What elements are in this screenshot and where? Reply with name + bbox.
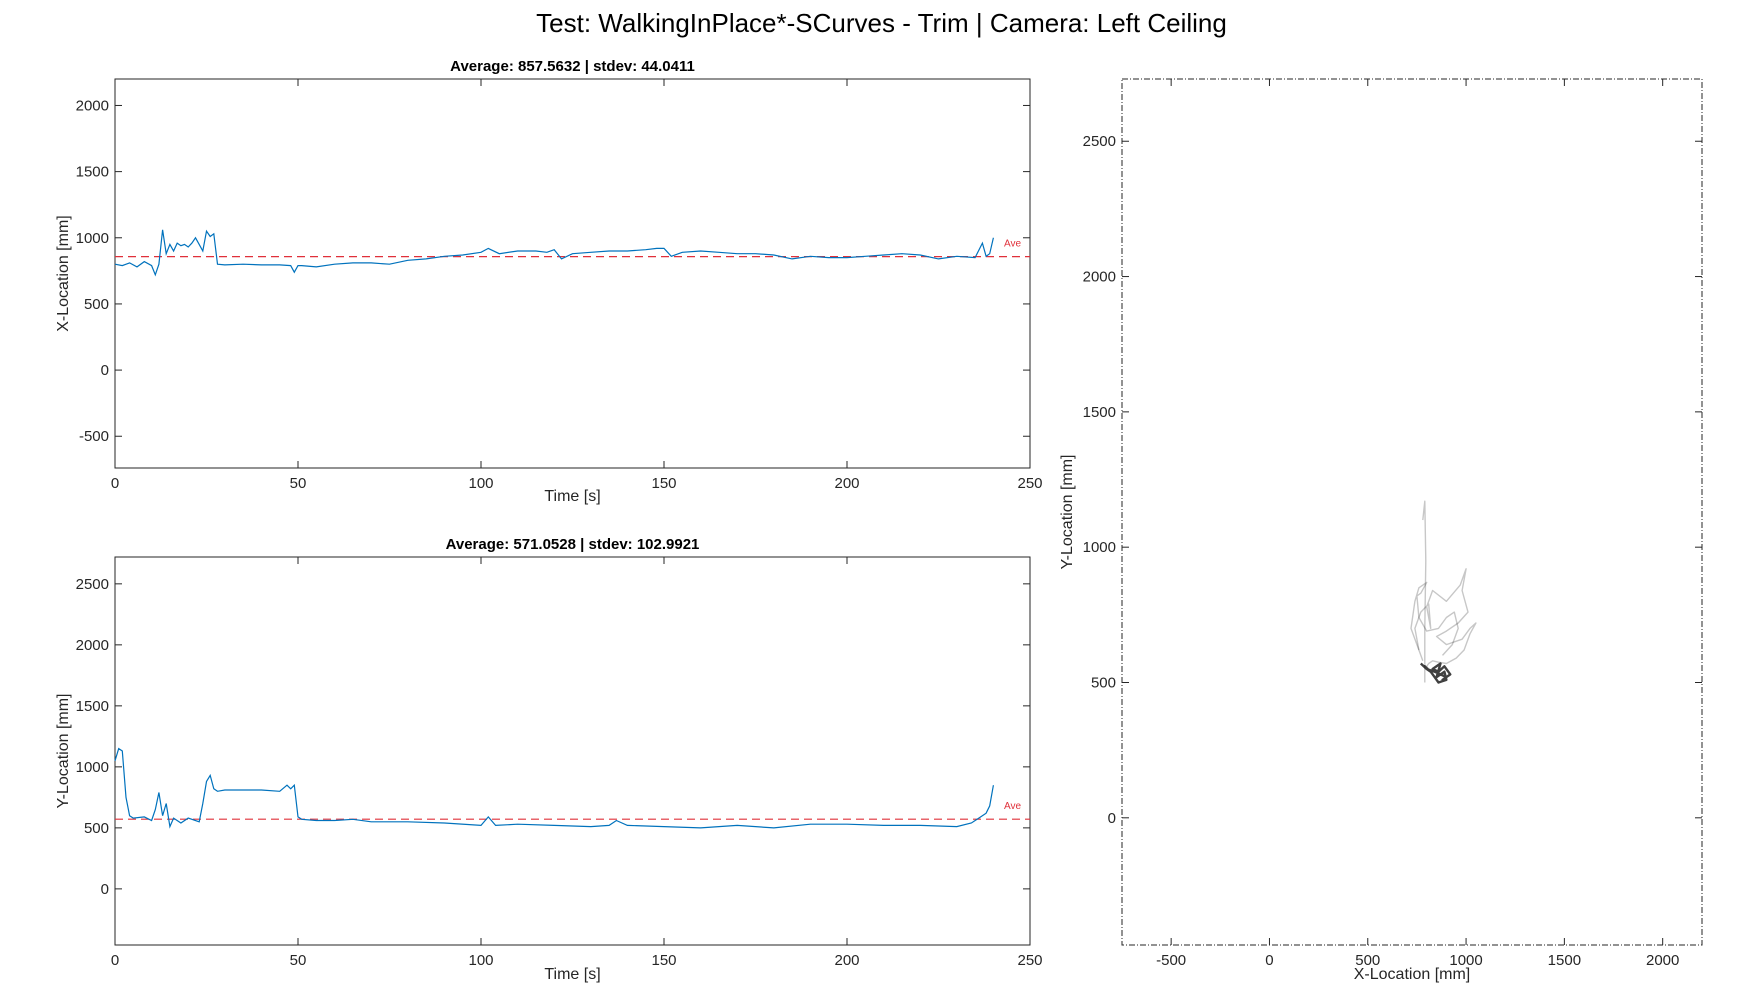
y-tick-label: 1000 bbox=[76, 230, 109, 247]
y-tick-label: 500 bbox=[1091, 674, 1116, 691]
y-tick-label: 500 bbox=[84, 820, 109, 837]
y-tick-label: 0 bbox=[101, 881, 109, 898]
trajectory-path bbox=[1410, 581, 1459, 656]
plot-area bbox=[114, 556, 1031, 946]
x-tick-label: -500 bbox=[1156, 952, 1186, 969]
x-tick-label: 200 bbox=[834, 952, 859, 969]
x-axis-label: Time [s] bbox=[544, 966, 600, 983]
plot-y-time: 0 50 100 150 200 25005001000150020002500Avera… bbox=[55, 536, 1043, 983]
average-label: Ave bbox=[1004, 801, 1021, 812]
y-tick-label: 0 bbox=[1108, 810, 1116, 827]
y-tick-label: 1000 bbox=[1083, 539, 1116, 556]
x-axis-label: X-Location [mm] bbox=[1354, 966, 1470, 983]
trajectory-path bbox=[1414, 568, 1477, 670]
average-label: Ave bbox=[1004, 239, 1021, 250]
y-axis-label: Y-Location [mm] bbox=[55, 693, 72, 808]
series-line bbox=[114, 747, 994, 829]
plot-x-time: 0 50 100 150 200 250 -500 0 500 1000 1500 2000 Avera… bbox=[55, 58, 1043, 505]
y-tick-label: -500 bbox=[79, 428, 109, 445]
x-tick-label: 150 bbox=[651, 952, 676, 969]
y-tick-label: 2000 bbox=[76, 97, 109, 114]
y-tick-label: 2000 bbox=[76, 637, 109, 654]
x-tick-label: 500 bbox=[1355, 952, 1380, 969]
y-tick-label: 2500 bbox=[1083, 133, 1116, 150]
y-tick-label: 1500 bbox=[1083, 404, 1116, 421]
x-tick-label: 50 bbox=[290, 475, 307, 492]
x-tick-label: 1500 bbox=[1548, 952, 1581, 969]
trajectory-path bbox=[1422, 500, 1427, 683]
x-tick-label: 2000 bbox=[1646, 952, 1679, 969]
x-tick-label: 0 bbox=[111, 952, 119, 969]
x-tick-label: 0 bbox=[111, 475, 119, 492]
x-axis-label: Time [s] bbox=[544, 488, 600, 505]
y-tick-label: 1500 bbox=[76, 164, 109, 181]
trajectory-path bbox=[1419, 662, 1452, 684]
x-tick-label: 250 bbox=[1017, 952, 1042, 969]
plot-title: Average: 571.0528 | stdev: 102.9921 bbox=[446, 536, 700, 553]
x-tick-label: 250 bbox=[1017, 475, 1042, 492]
plot-area bbox=[1121, 78, 1703, 946]
plot-title: Average: 857.5632 | stdev: 44.0411 bbox=[450, 58, 695, 75]
x-tick-label: 200 bbox=[834, 475, 859, 492]
figure-title: Test: WalkingInPlace*-SCurves - Trim | C… bbox=[536, 8, 1227, 38]
y-tick-label: 2500 bbox=[76, 576, 109, 593]
y-tick-label: 500 bbox=[84, 296, 109, 313]
plot-area bbox=[114, 78, 1031, 469]
y-axis-label: Y-Location [mm] bbox=[1059, 454, 1076, 569]
x-tick-label: 0 bbox=[1265, 952, 1273, 969]
y-axis-label: X-Location [mm] bbox=[55, 215, 72, 331]
plot-path: -500 0 500 1000 1500 2000 0 500 1000 1500 2000 2500… bbox=[1059, 78, 1703, 983]
x-tick-label: 50 bbox=[290, 952, 307, 969]
y-tick-label: 1000 bbox=[76, 759, 109, 776]
y-tick-label: 2000 bbox=[1083, 269, 1116, 286]
x-tick-label: 150 bbox=[651, 475, 676, 492]
y-tick-label: 1500 bbox=[76, 698, 109, 715]
x-tick-label: 100 bbox=[468, 952, 493, 969]
series-line bbox=[114, 229, 994, 277]
x-tick-label: 100 bbox=[468, 475, 493, 492]
y-tick-label: 0 bbox=[101, 362, 109, 379]
x-tick-label: 1000 bbox=[1449, 952, 1482, 969]
